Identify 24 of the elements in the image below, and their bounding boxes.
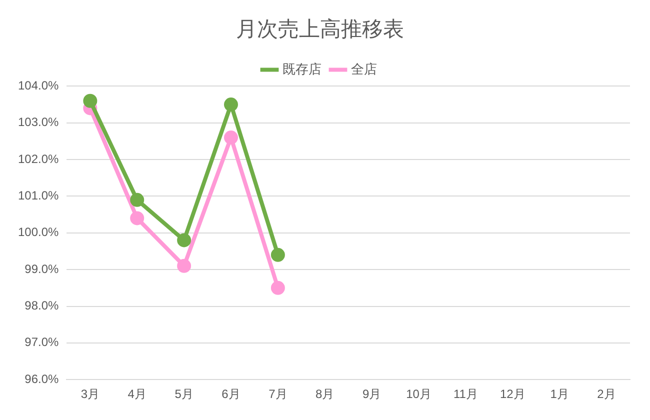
legend-label: 既存店	[282, 61, 322, 76]
x-tick-label: 9月	[362, 387, 382, 402]
x-tick-label: 10月	[406, 387, 432, 402]
y-tick-label: 104.0%	[18, 78, 60, 93]
x-tick-label: 1月	[550, 387, 569, 402]
x-tick-label: 8月	[316, 387, 334, 402]
y-tick-label: 103.0%	[18, 115, 60, 130]
y-tick-label: 97.0%	[24, 335, 60, 350]
y-tick-label: 100.0%	[18, 225, 60, 240]
y-tick-label: 102.0%	[18, 152, 60, 166]
x-tick-label: 6月	[222, 387, 240, 402]
y-tick-label: 98.0%	[24, 298, 60, 313]
x-tick-label: 7月	[268, 387, 288, 402]
y-tick-label: 101.0%	[18, 188, 60, 203]
y-tick-label: 96.0%	[24, 372, 60, 386]
chart-title: 月次売上高推移表	[236, 17, 404, 42]
x-tick-label: 3月	[80, 387, 100, 402]
y-tick-label: 99.0%	[24, 262, 60, 276]
x-tick-label: 2月	[597, 387, 616, 402]
x-tick-label: 5月	[174, 387, 194, 402]
x-tick-label: 11月	[453, 387, 478, 402]
x-tick-label: 12月	[500, 387, 526, 402]
x-tick-label: 4月	[128, 387, 146, 402]
legend-label: 全店	[351, 61, 377, 76]
